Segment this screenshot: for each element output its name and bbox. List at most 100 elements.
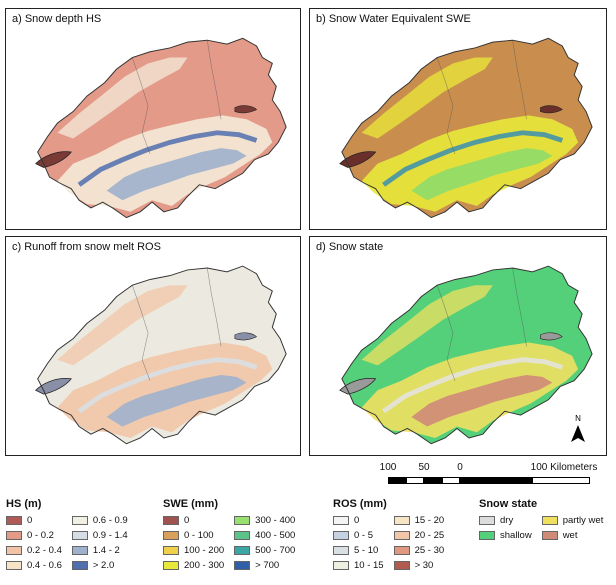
legend-swatch: [6, 516, 22, 525]
legend-item: 25 - 30: [394, 544, 445, 556]
legend-title: SWE (mm): [163, 498, 295, 510]
legend-swatch: [163, 546, 179, 555]
legend-column: partly wet wet: [542, 514, 604, 541]
legend-column: 0 0 - 5 5 - 10 10 - 15: [333, 514, 384, 571]
legend-label: 1.4 - 2: [93, 545, 120, 556]
legend-label: 500 - 700: [255, 545, 295, 556]
panel-title: b) Snow Water Equivalent SWE: [316, 13, 471, 25]
map-panel-swe: b) Snow Water Equivalent SWE: [309, 8, 607, 230]
legend-swatch: [163, 516, 179, 525]
legend-item: 10 - 15: [333, 559, 384, 571]
legend-item: shallow: [479, 529, 532, 541]
legend-swatch: [333, 561, 349, 570]
legend-label: 5 - 10: [354, 545, 378, 556]
legend-swatch: [234, 546, 250, 555]
legend-label: 0 - 0.2: [27, 530, 54, 541]
legend-swatch: [333, 531, 349, 540]
legend-swatch: [394, 546, 410, 555]
legend-swatch: [72, 561, 88, 570]
legend-label: 400 - 500: [255, 530, 295, 541]
scale-segment: [424, 477, 442, 484]
legend-label: dry: [500, 515, 513, 526]
legend-snow-state: Snow state dry shallow partly wet wet: [479, 498, 603, 541]
legend-swatch: [394, 516, 410, 525]
legend-column: 300 - 400 400 - 500 500 - 700 > 700: [234, 514, 295, 571]
scale-label: 100 Kilometers: [531, 462, 598, 473]
legend-hs: HS (m) 0 0 - 0.2 0.2 - 0.4 0.4 - 0.6 0.6 - 0…: [6, 498, 128, 571]
legend-item: > 2.0: [72, 559, 128, 571]
legend-label: partly wet: [563, 515, 604, 526]
legend-label: 0: [27, 515, 32, 526]
legend-item: 0.9 - 1.4: [72, 529, 128, 541]
panel-title: d) Snow state: [316, 241, 383, 253]
legend-item: 0 - 0.2: [6, 529, 62, 541]
legend-item: > 30: [394, 559, 445, 571]
scale-segment: [442, 477, 460, 484]
legend-item: > 700: [234, 559, 295, 571]
legend-item: 0 - 100: [163, 529, 224, 541]
legend-label: 20 - 25: [415, 530, 445, 541]
legend-swatch: [234, 516, 250, 525]
scale-segment: [532, 477, 590, 484]
legend-column: 15 - 20 20 - 25 25 - 30 > 30: [394, 514, 445, 571]
legend-item: 0.2 - 0.4: [6, 544, 62, 556]
legend-swatch: [394, 561, 410, 570]
legend-label: > 700: [255, 560, 279, 571]
legend-item: 1.4 - 2: [72, 544, 128, 556]
legend-swatch: [394, 531, 410, 540]
legend-item: 500 - 700: [234, 544, 295, 556]
legend-item: 0 - 5: [333, 529, 384, 541]
legend-swatch: [163, 561, 179, 570]
legend-label: 0.2 - 0.4: [27, 545, 62, 556]
panel-title: c) Runoff from snow melt ROS: [12, 241, 161, 253]
legend-title: Snow state: [479, 498, 603, 510]
legend-item: 20 - 25: [394, 529, 445, 541]
scale-segment: [406, 477, 424, 484]
legend-column: 0.6 - 0.9 0.9 - 1.4 1.4 - 2 > 2.0: [72, 514, 128, 571]
legend-label: shallow: [500, 530, 532, 541]
legend-item: 0: [333, 514, 384, 526]
legend-items: 00 - 55 - 10 10 - 15 15 - 20 20 - 25 25 - 30…: [333, 514, 444, 571]
north-arrow: N: [571, 414, 585, 442]
legend-items: 00 - 100 100 - 200 200 - 300 300 - 400 400 -…: [163, 514, 295, 571]
legend-swatch: [6, 531, 22, 540]
map-panel-snow-state: d) Snow state N: [309, 236, 607, 456]
switzerland-map-hs: [6, 9, 301, 230]
switzerland-map-swe: [310, 9, 607, 230]
legend-label: 0 - 100: [184, 530, 214, 541]
legend-label: wet: [563, 530, 578, 541]
scale-segment: [388, 477, 406, 484]
legend-item: 0: [163, 514, 224, 526]
legend-item: dry: [479, 514, 532, 526]
legend-label: 0.9 - 1.4: [93, 530, 128, 541]
legend-swatch: [72, 531, 88, 540]
legend-label: 0: [354, 515, 359, 526]
legend-label: > 30: [415, 560, 434, 571]
legend-column: dry shallow: [479, 514, 532, 541]
legend-swatch: [333, 516, 349, 525]
legend-label: 25 - 30: [415, 545, 445, 556]
legend-label: 0.4 - 0.6: [27, 560, 62, 571]
legend-label: > 2.0: [93, 560, 114, 571]
legend-swatch: [234, 561, 250, 570]
legend-label: 100 - 200: [184, 545, 224, 556]
legend-swatch: [333, 546, 349, 555]
legend-item: 0: [6, 514, 62, 526]
legend-column: 0 0 - 0.2 0.2 - 0.4 0.4 - 0.6: [6, 514, 62, 571]
north-arrow-label: N: [575, 414, 581, 423]
switzerland-map-snow-state: N: [310, 237, 607, 456]
legend-item: 0.6 - 0.9: [72, 514, 128, 526]
legend-swatch: [479, 531, 495, 540]
legend-items: 0 0 - 0.2 0.2 - 0.4 0.4 - 0.6 0.6 - 0.9 0.9 -…: [6, 514, 128, 571]
legend-title: HS (m): [6, 498, 128, 510]
legend-label: 300 - 400: [255, 515, 295, 526]
scale-segment: [460, 477, 532, 484]
scale-label: 100: [380, 462, 397, 473]
legend-column: 00 - 100 100 - 200 200 - 300: [163, 514, 224, 571]
legend-swatch: [234, 531, 250, 540]
legend-item: 0.4 - 0.6: [6, 559, 62, 571]
legend-item: 400 - 500: [234, 529, 295, 541]
legend-swatch: [6, 561, 22, 570]
legend-items: dry shallow partly wet wet: [479, 514, 603, 541]
legend-swatch: [72, 546, 88, 555]
